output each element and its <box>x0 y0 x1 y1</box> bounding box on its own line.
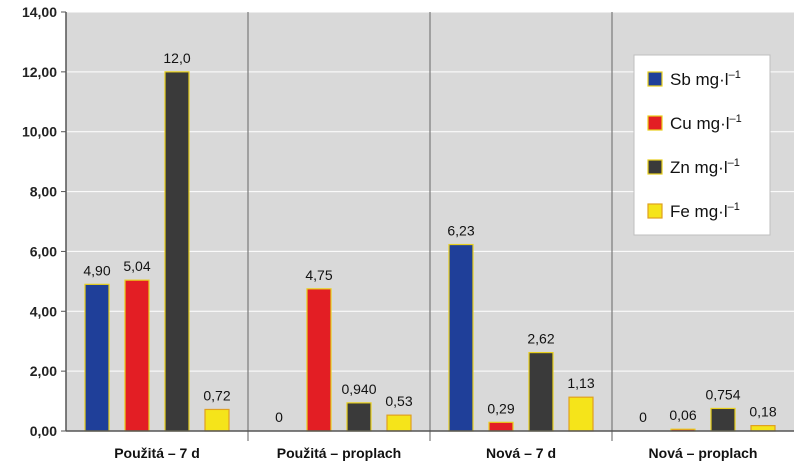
legend-unit-superscript: –1 <box>728 201 740 213</box>
data-label: 6,23 <box>447 223 474 239</box>
data-label: 0,940 <box>341 381 376 397</box>
data-label: 0,72 <box>203 387 230 403</box>
bar <box>568 396 594 432</box>
bar <box>164 71 190 432</box>
legend-unit-superscript: –1 <box>728 157 740 169</box>
bar <box>204 408 230 432</box>
legend-swatch <box>647 159 663 175</box>
bar <box>448 243 474 432</box>
x-category-label: Nová – 7 d <box>486 445 556 461</box>
data-label: 12,0 <box>163 50 190 66</box>
bar <box>84 283 110 432</box>
data-label: 4,90 <box>83 262 110 278</box>
x-category-label: Použitá – 7 d <box>114 445 200 461</box>
x-category-label: Použitá – proplach <box>277 445 401 461</box>
bar <box>710 407 736 432</box>
data-label: 5,04 <box>123 258 150 274</box>
data-label: 4,75 <box>305 267 332 283</box>
data-label: 1,13 <box>567 375 594 391</box>
data-label: 2,62 <box>527 331 554 347</box>
y-axis-ticks: 0,00 2,00 4,00 6,00 8,00 10,00 12,00 14,00 <box>22 4 66 439</box>
data-label: 0,18 <box>749 404 776 420</box>
y-tick-label: 12,00 <box>22 64 57 80</box>
y-tick-label: 2,00 <box>30 363 57 379</box>
legend-swatch <box>647 203 663 219</box>
legend-label: Fe mg·l–1 <box>670 201 740 221</box>
data-label: 0 <box>275 409 283 425</box>
data-labels: 4,90 5,04 12,0 0,72 0 4,75 0,940 0,53 6,23 0,29 2,… <box>83 50 776 425</box>
y-tick-label: 8,00 <box>30 184 57 200</box>
bar <box>346 402 372 432</box>
bar <box>750 425 776 432</box>
y-tick-label: 4,00 <box>30 303 57 319</box>
data-label: 0,29 <box>487 400 514 416</box>
bars <box>84 71 776 432</box>
x-category-label: Nová – proplach <box>649 445 758 461</box>
legend-swatch <box>647 115 663 131</box>
x-axis-categories: Použitá – 7 d Použitá – proplach Nová – 7 … <box>114 445 757 461</box>
bar <box>386 414 412 432</box>
legend-swatch <box>647 71 663 87</box>
legend: Sb mg·l–1 Cu mg·l–1 Zn mg·l–1 Fe mg·l–1 <box>633 54 771 236</box>
category-separators <box>247 12 613 441</box>
y-tick-label: 6,00 <box>30 243 57 259</box>
data-label: 0,53 <box>385 393 412 409</box>
y-tick-label: 10,00 <box>22 124 57 140</box>
y-tick-label: 14,00 <box>22 4 57 20</box>
data-label: 0 <box>639 409 647 425</box>
legend-label: Sb mg·l–1 <box>670 69 741 89</box>
data-label: 0,06 <box>669 407 696 423</box>
legend-unit-superscript: –1 <box>729 69 741 81</box>
bar <box>488 421 514 432</box>
bar <box>306 288 332 432</box>
bar <box>528 351 554 432</box>
legend-label: Cu mg·l–1 <box>670 113 742 133</box>
legend-label: Zn mg·l–1 <box>670 157 740 177</box>
y-tick-label: 0,00 <box>30 423 57 439</box>
legend-unit-superscript: –1 <box>730 113 742 125</box>
data-label: 0,754 <box>705 386 740 402</box>
bar <box>124 279 150 432</box>
